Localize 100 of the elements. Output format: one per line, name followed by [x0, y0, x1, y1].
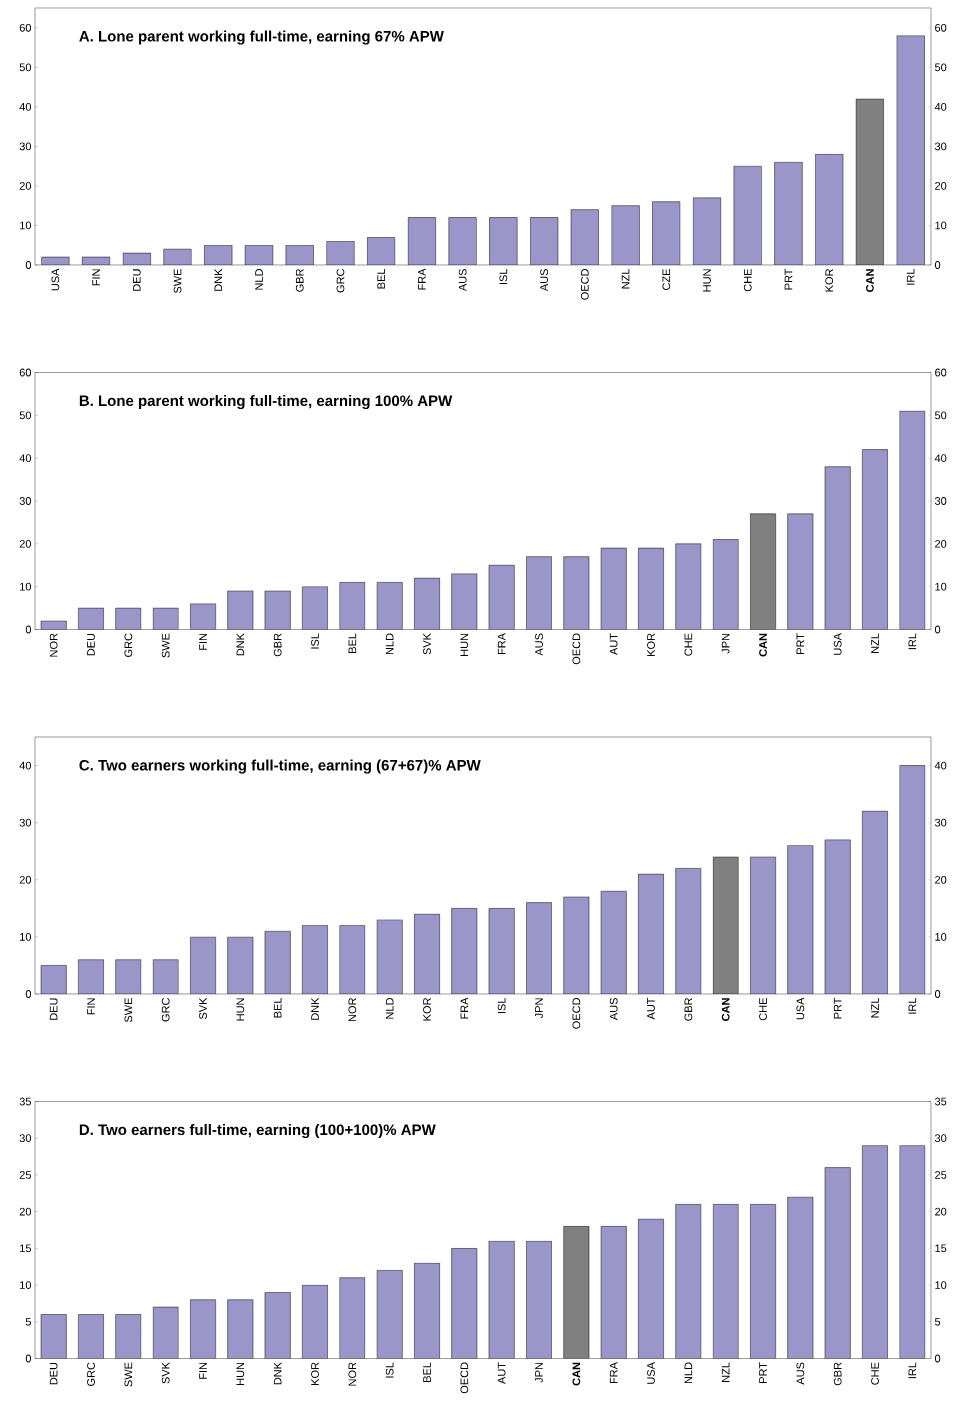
x-tick-label: DNK — [273, 1362, 282, 1385]
bar — [339, 1277, 366, 1359]
x-tick-label: USA — [796, 997, 805, 1020]
x-tick-label: CZE — [662, 269, 671, 290]
y-tick-label: 30 — [19, 497, 32, 505]
y2-tick-label: 0 — [934, 261, 941, 269]
y-tick-label: 60 — [19, 368, 32, 377]
x-tick-label: NOR — [348, 1362, 357, 1386]
y2-tick-label: 30 — [934, 142, 947, 151]
x-tick-label: HUN — [703, 269, 711, 292]
x-tick-label: ISL — [497, 997, 506, 1014]
bar — [152, 607, 179, 630]
bar — [638, 1218, 664, 1359]
x-tick-label: JPN — [535, 1362, 543, 1383]
y-tick-label: 40 — [19, 454, 32, 463]
x-tick-label: DNK — [236, 633, 245, 656]
x-tick-label: GBR — [273, 633, 282, 657]
bar — [712, 1204, 739, 1359]
y2-tick-label: 35 — [934, 1097, 947, 1106]
x-tick-label: GRC — [161, 997, 170, 1022]
y-tick-label: 50 — [19, 411, 32, 420]
y2-tick-label: 10 — [935, 1281, 947, 1289]
y2-tick-label: 40 — [934, 454, 947, 463]
bar — [899, 1145, 926, 1359]
x-tick-label: PRT — [784, 268, 793, 290]
text: C. Two earners working full-time, earning (67+67)% APW — [79, 759, 481, 774]
x-tick-label: AUS — [796, 1362, 805, 1385]
x-tick-label: FRA — [460, 997, 469, 1019]
x-tick-label: FIN — [87, 998, 95, 1015]
bar — [600, 1226, 627, 1359]
x-tick-label: FIN — [199, 633, 207, 650]
x-tick-label: GRC — [124, 633, 133, 657]
x-tick-label: PRT — [833, 997, 842, 1019]
x-tick-label: ISL — [311, 633, 319, 649]
x-tick-label: CAN — [572, 1362, 581, 1386]
x-tick-label: SWE — [161, 633, 170, 658]
bar — [414, 577, 440, 630]
x-tick-label: NLD — [255, 269, 263, 290]
x-tick-label: FIN — [199, 1362, 207, 1379]
y2-tick-label: 15 — [935, 1244, 947, 1253]
y-tick-label: 50 — [19, 63, 32, 72]
bar — [264, 1292, 291, 1359]
bar — [526, 556, 552, 630]
x-tick-label: KOR — [423, 998, 431, 1021]
x-tick-label: GBR — [295, 269, 304, 292]
y-tick-label: 30 — [19, 142, 32, 151]
y-tick-label: 0 — [25, 990, 32, 998]
x-tick-label: DEU — [132, 269, 141, 291]
x-tick-label: KOR — [825, 269, 834, 292]
y-tick-label: 30 — [19, 1134, 32, 1143]
x-tick-label: NOR — [348, 998, 357, 1022]
y-tick-label: 60 — [19, 23, 32, 32]
x-tick-label: AUS — [458, 269, 467, 292]
y-tick-label: 10 — [20, 1281, 32, 1289]
x-tick-label: BEL — [273, 997, 282, 1018]
y2-tick-label: 25 — [935, 1171, 947, 1179]
x-tick-label: AUS — [535, 633, 543, 656]
x-tick-label: AUS — [609, 998, 618, 1021]
y2-tick-label: 20 — [935, 539, 947, 548]
y2-tick-label: 40 — [934, 102, 947, 111]
y2-tick-label: 50 — [934, 63, 947, 72]
y-tick-label: 20 — [19, 182, 32, 190]
y-tick-label: 35 — [19, 1097, 31, 1106]
y2-tick-label: 0 — [934, 1354, 941, 1363]
y-tick-label: 40 — [19, 761, 32, 770]
x-tick-label: NZL — [871, 997, 879, 1018]
x-tick-label: SWE — [124, 998, 133, 1023]
x-tick-label: SVK — [199, 997, 207, 1020]
x-tick-label: OECD — [460, 1362, 469, 1394]
x-tick-label: SVK — [161, 1362, 170, 1384]
x-tick-label: CHE — [743, 269, 752, 292]
x-tick-label: CHE — [871, 1362, 879, 1385]
x-tick-label: USA — [833, 633, 842, 655]
x-tick-label: HUN — [236, 1362, 245, 1385]
x-tick-label: ISL — [499, 268, 508, 285]
y-tick-label: 0 — [25, 1354, 32, 1363]
y2-tick-label: 0 — [934, 990, 941, 998]
x-tick-label: DNK — [214, 268, 223, 291]
x-tick-label: ISL — [385, 1362, 394, 1378]
x-tick-label: DEU — [49, 998, 58, 1020]
x-tick-label: GRC — [87, 1362, 95, 1386]
bar — [451, 1248, 478, 1359]
text: A. Lone parent working full-time, earning 67% APW — [79, 30, 444, 45]
x-tick-label: DNK — [311, 997, 319, 1020]
x-tick-label: FRA — [497, 633, 506, 655]
y2-tick-label: 10 — [935, 221, 947, 230]
x-tick-label: OECD — [572, 998, 581, 1029]
x-tick-label: USA — [647, 1362, 655, 1384]
x-tick-label: AUS — [540, 269, 548, 292]
text: D. Two earners full-time, earning (100+100)% APW — [79, 1124, 436, 1139]
y-tick-label: 20 — [19, 875, 32, 884]
x-tick-label: FIN — [92, 269, 100, 286]
y2-tick-label: 20 — [935, 182, 947, 190]
x-tick-label: IRL — [908, 997, 917, 1014]
x-tick-label: JPN — [535, 998, 543, 1019]
y-tick-label: 10 — [20, 582, 32, 591]
y2-tick-label: 20 — [935, 875, 947, 884]
x-tick-label: SVK — [423, 633, 431, 655]
y-tick-label: 10 — [20, 933, 32, 941]
bar — [414, 1262, 440, 1359]
